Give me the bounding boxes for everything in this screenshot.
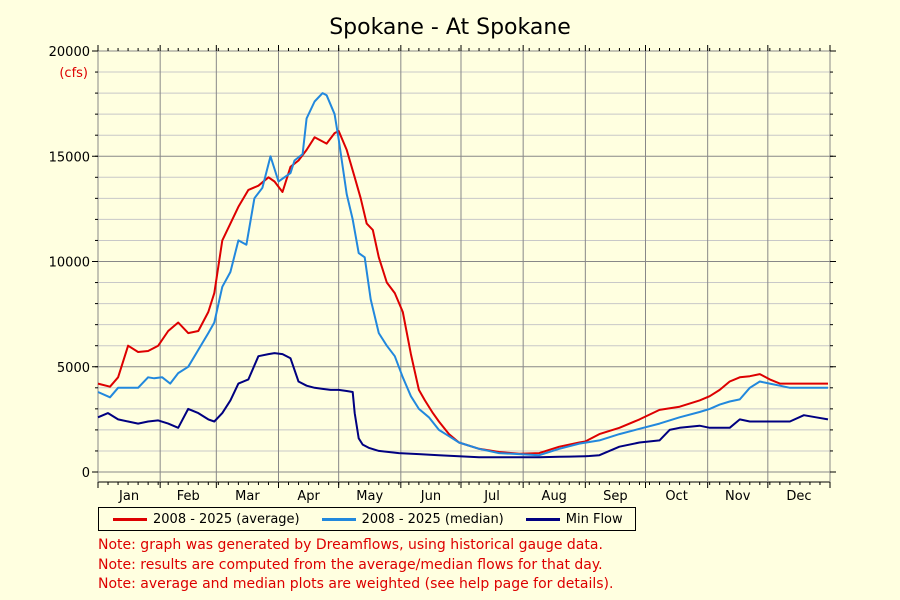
y-tick-label: 20000 — [49, 45, 90, 60]
legend-swatch-average — [113, 517, 147, 521]
legend-swatch-min-flow — [525, 517, 560, 521]
x-tick-label: Apr — [297, 489, 320, 504]
note-line: Note: graph was generated by Dreamflows,… — [98, 537, 603, 553]
series-line-average — [97, 130, 828, 455]
x-tick-label: May — [356, 489, 383, 504]
note-line: Note: average and median plots are weigh… — [98, 576, 614, 592]
legend-label-median: 2008 - 2025 (median) — [361, 511, 504, 527]
legend-label-min-flow: Min Flow — [565, 511, 623, 527]
legend-swatch-median — [321, 517, 356, 521]
series-lines — [97, 92, 829, 459]
x-tick-label: Feb — [177, 489, 200, 504]
note-line: Note: results are computed from the aver… — [98, 556, 603, 573]
legend-label-average: 2008 - 2025 (average) — [153, 511, 300, 527]
y-tick-label: 0 — [82, 466, 90, 481]
y-axis-unit-label: (cfs) — [59, 66, 88, 81]
legend-item-average: 2008 - 2025 (average) — [113, 512, 300, 527]
notes: Note: graph was generated by Dreamflows,… — [98, 536, 613, 595]
plot-area — [97, 50, 831, 483]
y-tick-label: 5000 — [57, 361, 90, 376]
flow-chart: Spokane - At Spokane 0 5000 10000 15000 2000… — [49, 15, 836, 504]
x-tick-label: Nov — [725, 489, 751, 504]
x-tick-label: Dec — [786, 489, 811, 504]
x-tick-label: Mar — [235, 489, 260, 504]
chart-legend: 2008 - 2025 (average) 2008 - 2025 (media… — [98, 507, 636, 531]
chart-title: Spokane - At Spokane — [329, 15, 571, 40]
axes: 0 5000 10000 15000 20000 Jan Feb Mar Apr May Jun Ju… — [49, 45, 836, 504]
series-line-min-flow — [97, 352, 829, 459]
x-tick-label: Oct — [665, 489, 687, 504]
x-tick-label: Aug — [542, 489, 567, 504]
x-tick-label: Jan — [118, 489, 139, 504]
x-tick-label: Sep — [603, 489, 628, 504]
y-tick-label: 15000 — [49, 150, 90, 165]
legend-item-min-flow: Min Flow — [525, 511, 623, 527]
y-tick-label: 10000 — [49, 256, 90, 271]
grid-lines — [97, 50, 831, 482]
x-tick-label: Jul — [483, 489, 500, 504]
series-line-median — [97, 92, 828, 457]
legend-item-median: 2008 - 2025 (median) — [321, 511, 504, 527]
x-tick-label: Jun — [420, 489, 441, 504]
